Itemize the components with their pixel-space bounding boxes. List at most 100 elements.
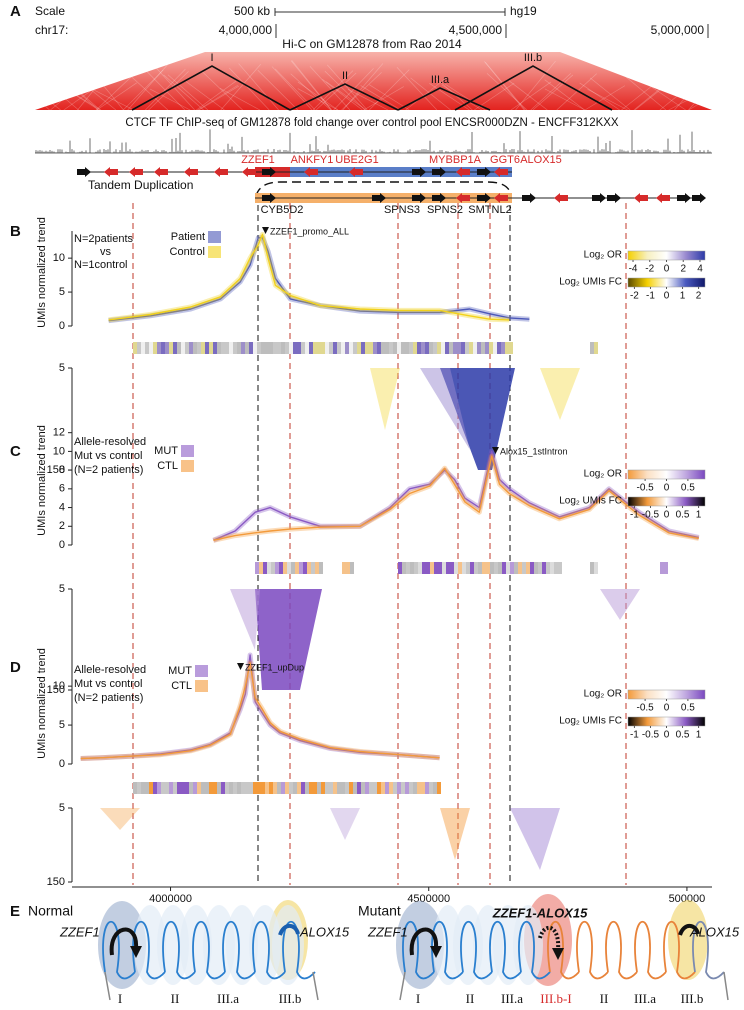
tad-domain: [289, 83, 399, 111]
annotation: ZZEF1_upDup: [245, 662, 304, 672]
strip-cell: [590, 562, 594, 574]
strip-cell: [353, 782, 357, 794]
strip-cell: [373, 782, 377, 794]
section-title: Normal: [28, 903, 73, 919]
strip-cell: [425, 342, 429, 354]
strip-cell: [357, 782, 361, 794]
strip-cell: [449, 342, 453, 354]
annotation: ZZEF1_promo_ALL: [270, 226, 349, 236]
hic-texture: [290, 73, 331, 111]
strip-cell: [225, 342, 229, 354]
transcription-arrowhead: [552, 948, 564, 960]
strip-cell: [377, 342, 381, 354]
strip-cell: [317, 342, 321, 354]
strip-cell: [217, 342, 221, 354]
colorbar-tick-label: -2: [645, 264, 654, 275]
gene-arrow: [242, 167, 256, 177]
strip-cell: [350, 562, 354, 574]
hic-title: Hi-C on GM12878 from Rao 2014: [282, 37, 462, 51]
gene-label: ZZEF1: [59, 924, 100, 939]
strip-cell: [333, 782, 337, 794]
strip-cell: [309, 782, 313, 794]
strip-cell: [470, 562, 474, 574]
colorbar-title: Log₂ OR: [584, 689, 622, 700]
tad-label: III.b: [524, 52, 542, 64]
hic-texture: [507, 79, 548, 111]
y-tick-label: 10: [53, 252, 65, 264]
gene-arrow: [432, 193, 446, 203]
strip-cell: [173, 782, 177, 794]
strip-cell: [281, 342, 285, 354]
gene-label: CYB5D2: [261, 204, 304, 216]
hic-texture: [625, 76, 667, 111]
strip-cell: [157, 782, 161, 794]
strip-cell: [493, 342, 497, 354]
domain-label: I: [416, 991, 420, 1006]
colorbar-tick-label: 2: [696, 291, 702, 302]
hic-texture: [530, 73, 572, 111]
strip-cell: [315, 562, 319, 574]
colorbar-tick-label: 0.5: [681, 703, 695, 714]
hic-texture: [290, 60, 332, 111]
y-tick-label: 2: [59, 520, 65, 532]
y-tick-label: 10: [53, 680, 65, 692]
domain-label: III.a: [501, 991, 523, 1006]
strip-cell: [409, 782, 413, 794]
hic-texture: [544, 88, 586, 111]
series-line: [108, 233, 510, 321]
colorbar-tick-label: 0.5: [676, 510, 690, 521]
contact-heatmap: [440, 808, 470, 860]
strip-cell: [413, 342, 417, 354]
hic-texture: [50, 76, 91, 111]
strip-cell: [337, 342, 341, 354]
tad-label: I: [210, 52, 213, 64]
colorbar-tick-label: 1: [696, 510, 702, 521]
gene-label: GGT6: [490, 154, 520, 166]
strip-cell: [418, 562, 422, 574]
strip-cell: [473, 342, 477, 354]
strip-cell: [173, 342, 177, 354]
colorbar-tick-label: 1: [696, 730, 702, 741]
gene-label: SPNS2: [427, 204, 463, 216]
domain-label: III.a: [217, 991, 239, 1006]
strip-cell: [265, 342, 269, 354]
strip-cell: [145, 782, 149, 794]
strip-cell: [550, 562, 554, 574]
strip-cell: [558, 562, 562, 574]
strip-cell: [474, 562, 478, 574]
strip-cell: [445, 342, 449, 354]
heatmap-tick-label: 150: [47, 464, 65, 476]
strip-cell: [217, 782, 221, 794]
strip-cell: [141, 342, 145, 354]
y-tick-label: 12: [53, 427, 65, 439]
colorbar: [627, 496, 706, 507]
strip-cell: [221, 342, 225, 354]
gene-arrow: [304, 167, 318, 177]
colorbar-tick-label: 0: [664, 264, 670, 275]
colorbar-tick-label: 2: [680, 264, 686, 275]
gene-arrow: [592, 193, 606, 203]
gene-arrow: [634, 193, 648, 203]
strip-cell: [321, 782, 325, 794]
strip-cell: [349, 782, 353, 794]
hic-texture: [145, 68, 186, 111]
colorbar-tick-label: 0: [664, 291, 670, 302]
strip-cell: [422, 562, 426, 574]
hic-texture: [274, 68, 316, 111]
gene-arrow: [349, 167, 363, 177]
hic-texture: [347, 89, 389, 111]
strip-cell: [498, 562, 502, 574]
strip-cell: [381, 342, 385, 354]
strip-cell: [259, 562, 263, 574]
y-tick-label: 5: [59, 719, 65, 731]
strip-cell: [489, 342, 493, 354]
note: (N=2 patients): [74, 464, 143, 476]
domain-label: II: [171, 991, 180, 1006]
domain-label: III.b-I: [540, 991, 571, 1006]
gene-label: ALOX15: [689, 924, 740, 939]
colorbar: [627, 469, 706, 480]
strip-cell: [153, 342, 157, 354]
colorbar-tick-label: -2: [630, 291, 639, 302]
strip-cell: [502, 562, 506, 574]
